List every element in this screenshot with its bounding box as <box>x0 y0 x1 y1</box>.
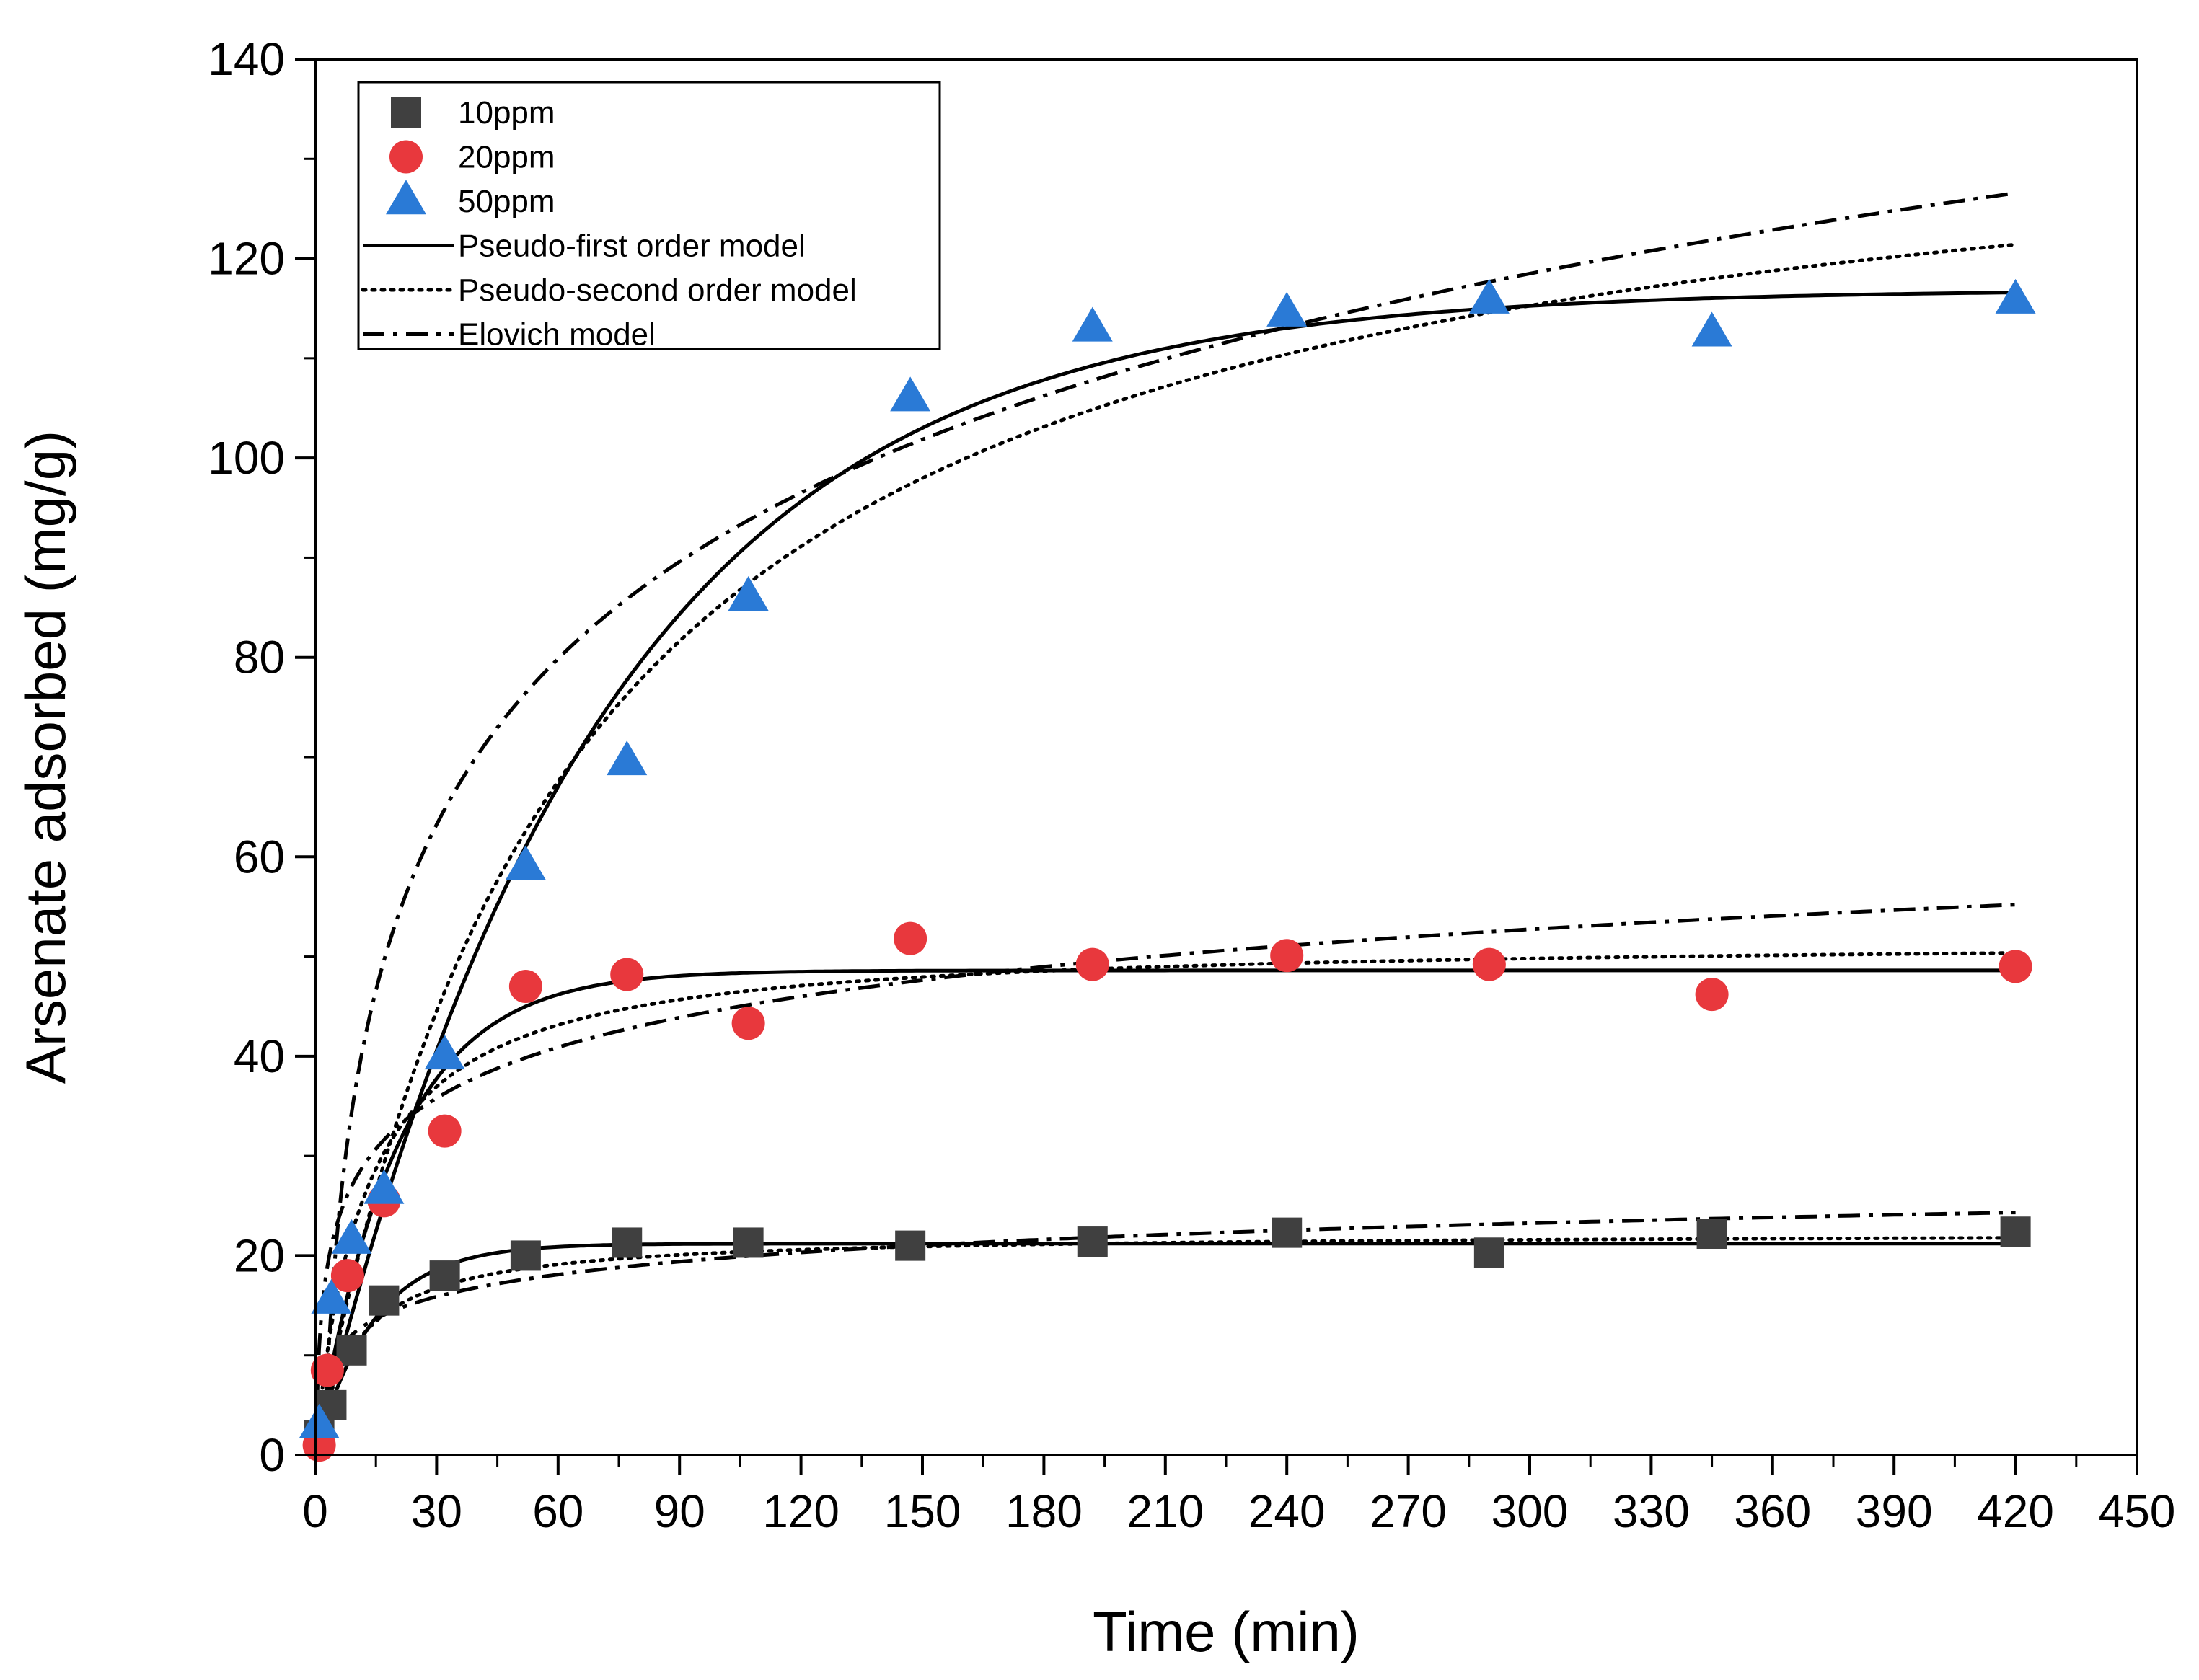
y-tick-label: 20 <box>234 1229 285 1281</box>
data-point-50ppm <box>890 376 931 412</box>
data-point-10ppm <box>1077 1226 1108 1257</box>
legend-label: Pseudo-second order model <box>458 273 857 308</box>
data-point-50ppm <box>1266 291 1308 327</box>
y-tick-label: 40 <box>234 1030 285 1082</box>
x-tick-label: 90 <box>654 1485 705 1537</box>
data-point-50ppm <box>728 575 769 611</box>
fit-curve-10ppm-dotted <box>315 1236 2018 1446</box>
y-tick-label: 60 <box>234 831 285 883</box>
data-point-50ppm <box>1072 306 1113 342</box>
x-tick-label: 390 <box>1856 1485 1933 1537</box>
data-point-10ppm <box>2000 1216 2031 1247</box>
x-tick-label: 240 <box>1248 1485 1326 1537</box>
x-tick-label: 270 <box>1370 1485 1447 1537</box>
x-tick-label: 210 <box>1127 1485 1204 1537</box>
legend-label: 20ppm <box>458 140 555 175</box>
data-point-20ppm <box>731 1007 765 1040</box>
legend-marker-10ppm <box>391 97 421 128</box>
data-point-20ppm <box>610 958 644 991</box>
data-point-20ppm <box>1695 978 1729 1012</box>
x-axis-title: Time (min) <box>1093 1600 1359 1663</box>
y-tick-label: 0 <box>259 1429 285 1481</box>
x-tick-label: 300 <box>1491 1485 1569 1537</box>
data-point-20ppm <box>330 1259 364 1293</box>
data-point-10ppm <box>895 1230 926 1261</box>
fit-curve-20ppm-solid <box>315 968 2016 1444</box>
x-tick-label: 450 <box>2099 1485 2176 1537</box>
data-point-10ppm <box>1473 1237 1504 1268</box>
x-tick-label: 420 <box>1977 1485 2054 1537</box>
legend-label: 10ppm <box>458 95 555 131</box>
legend-marker-50ppm <box>386 180 426 215</box>
data-point-50ppm <box>299 1403 340 1438</box>
y-tick-label: 120 <box>208 233 285 285</box>
data-point-20ppm <box>1999 950 2032 983</box>
data-markers <box>299 278 2036 1462</box>
legend-label: Pseudo-first order model <box>458 229 806 264</box>
data-point-10ppm <box>369 1285 400 1316</box>
y-axis-title: Arsenate adsorbed (mg/g) <box>14 430 77 1084</box>
x-tick-label: 60 <box>532 1485 583 1537</box>
x-tick-label: 150 <box>884 1485 961 1537</box>
x-tick-label: 0 <box>302 1485 328 1537</box>
data-point-50ppm <box>311 1278 352 1314</box>
data-point-20ppm <box>1270 939 1304 973</box>
y-tick-label: 100 <box>208 432 285 484</box>
data-point-10ppm <box>336 1335 367 1366</box>
data-point-50ppm <box>424 1035 465 1070</box>
x-tick-label: 30 <box>411 1485 462 1537</box>
fit-curve-50ppm-solid <box>315 291 2016 1448</box>
data-point-50ppm <box>331 1219 372 1254</box>
y-tick-label: 140 <box>208 33 285 85</box>
legend-marker-20ppm <box>389 140 423 174</box>
data-point-50ppm <box>1995 278 2036 314</box>
data-point-20ppm <box>1075 947 1109 981</box>
fit-curve-50ppm-dotted <box>315 242 2018 1446</box>
legend: 10ppm 20ppm 50ppm Pseudo-first order model P… <box>357 81 941 353</box>
fit-curve-20ppm-dash-dot <box>315 903 2016 1399</box>
fit-curve-10ppm-solid <box>315 1242 2016 1449</box>
data-point-50ppm <box>1468 278 1510 314</box>
data-point-10ppm <box>1272 1217 1303 1248</box>
data-point-10ppm <box>612 1227 643 1258</box>
data-point-20ppm <box>310 1353 344 1387</box>
data-point-10ppm <box>733 1227 764 1258</box>
fit-curve-50ppm-dash-dot <box>317 191 2016 1455</box>
data-point-50ppm <box>607 740 648 776</box>
data-point-10ppm <box>1696 1219 1727 1250</box>
data-point-10ppm <box>510 1240 541 1271</box>
data-point-50ppm <box>363 1169 405 1204</box>
x-tick-label: 330 <box>1613 1485 1690 1537</box>
data-point-20ppm <box>894 921 927 955</box>
data-point-20ppm <box>428 1114 462 1148</box>
x-tick-label: 120 <box>762 1485 840 1537</box>
fit-curve-20ppm-dotted <box>315 951 2018 1436</box>
axis-ticks: 0 30 60 90 120 150 180 210 240 270 300 330 360 390 420… <box>208 33 2175 1537</box>
legend-label: Elovich model <box>458 317 656 353</box>
model-fit-curves <box>315 191 2018 1455</box>
data-point-50ppm <box>1691 311 1732 347</box>
x-tick-label: 180 <box>1005 1485 1083 1537</box>
data-point-20ppm <box>1472 947 1506 981</box>
data-point-50ppm <box>505 845 546 880</box>
legend-label: 50ppm <box>458 184 555 219</box>
data-point-20ppm <box>508 970 542 1004</box>
x-tick-label: 360 <box>1734 1485 1811 1537</box>
fit-curve-10ppm-dash-dot <box>315 1211 2016 1428</box>
data-point-10ppm <box>429 1260 460 1291</box>
y-tick-label: 80 <box>234 632 285 684</box>
legend-box <box>357 81 941 350</box>
